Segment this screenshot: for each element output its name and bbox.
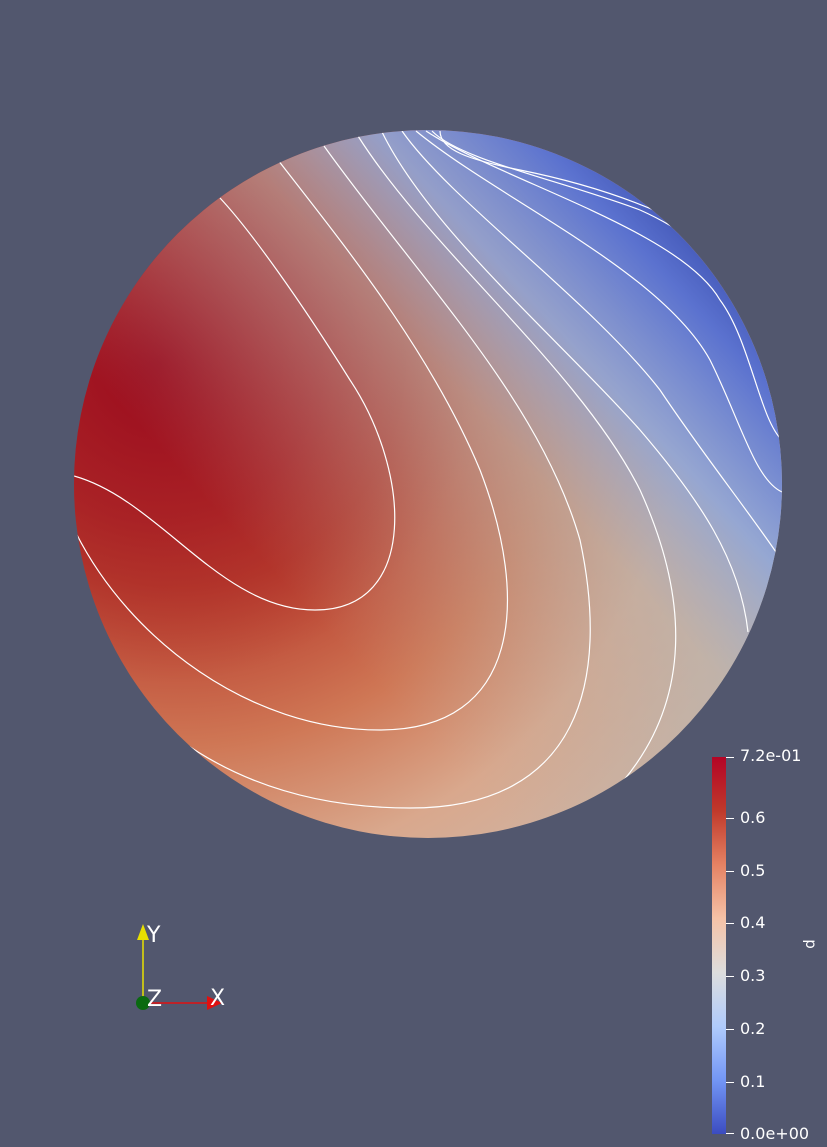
y-axis-label: Y <box>146 923 161 948</box>
scalar-bar-tick <box>726 757 734 758</box>
contour-line <box>75 159 509 731</box>
scalar-bar-tick <box>726 1082 734 1083</box>
scalar-bar-label: 0.4 <box>740 913 766 932</box>
contour-line <box>415 130 782 493</box>
sphere-surface <box>74 130 782 838</box>
scalar-bar-tick <box>726 818 734 819</box>
orientation-axes: X Y Z <box>136 923 225 1012</box>
scalar-bar-label-max: 7.2e-01 <box>740 746 802 765</box>
scalar-bar-label-min: 0.0e+00 <box>740 1124 810 1143</box>
scalar-bar-label: 0.6 <box>740 808 766 827</box>
contour-line <box>381 131 749 633</box>
x-axis-arrow <box>207 996 222 1010</box>
y-axis-arrow <box>137 924 149 940</box>
scalar-bar-tick <box>726 871 734 872</box>
scalar-bar-tick <box>726 976 734 977</box>
scalar-bar-tick <box>726 1133 734 1134</box>
scalar-bar-label: 0.3 <box>740 966 766 985</box>
x-axis-label: X <box>210 986 225 1011</box>
z-axis-label: Z <box>147 987 162 1012</box>
scalar-bar-tick <box>726 1029 734 1030</box>
contour-line <box>74 197 396 611</box>
scalar-bar-label: 0.2 <box>740 1019 766 1038</box>
scalar-bar-label: 0.1 <box>740 1072 766 1091</box>
contour-line <box>179 145 591 809</box>
scalar-bar-tick <box>726 923 734 924</box>
z-axis-dot <box>136 996 150 1010</box>
contour-line <box>401 130 777 553</box>
scalar-bar <box>712 757 726 1134</box>
scalar-bar-title: p <box>801 939 820 949</box>
contour-lines <box>74 130 782 809</box>
contour-line <box>425 130 782 441</box>
scalar-bar-label: 0.5 <box>740 861 766 880</box>
contour-line <box>357 135 677 781</box>
